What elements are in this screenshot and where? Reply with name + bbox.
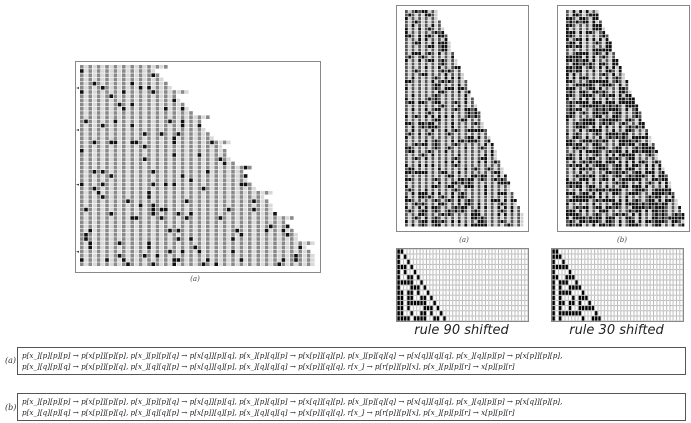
right-evolution-graphic — [566, 10, 685, 227]
middle-evolution-graphic — [405, 10, 524, 227]
rule90-title: rule 90 shifted — [414, 323, 509, 338]
rules-a-label: (a) — [5, 356, 17, 365]
rules-b-line2: p[x_][q][p][q] → p[x[p]][p][q], p[x_][q]… — [22, 408, 515, 417]
rule30-title: rule 30 shifted — [569, 323, 664, 338]
rule30-grid — [552, 249, 683, 321]
left-evolution-graphic — [76, 65, 315, 266]
rules-b-line1: p[x_][p][p][p] → p[x[p]][p][p], p[x_][p]… — [22, 397, 563, 406]
rules-a-line1: p[x_][p][p][p] → p[x[p]][p][p], p[x_][p]… — [22, 351, 563, 360]
rules-b-box: p[x_][p][p][p] → p[x[p]][p][p], p[x_][p]… — [17, 393, 686, 421]
rules-a-line2: p[x_][q][p][q] → p[x[p]][p][q], p[x_][q]… — [22, 362, 515, 371]
left-panel-caption: (a) — [190, 275, 200, 283]
right-panel-caption: (b) — [617, 236, 627, 244]
rules-a-box: p[x_][p][p][p] → p[x[p]][p][p], p[x_][p]… — [17, 347, 686, 375]
rule30-grid-panel — [551, 248, 684, 322]
rule90-grid — [397, 249, 528, 321]
right-evolution-panel — [557, 5, 690, 232]
rule90-grid-panel — [396, 248, 529, 322]
left-evolution-panel — [75, 61, 321, 273]
middle-evolution-panel — [396, 5, 529, 232]
middle-panel-caption: (a) — [459, 236, 469, 244]
rules-b-label: (b) — [5, 403, 17, 412]
